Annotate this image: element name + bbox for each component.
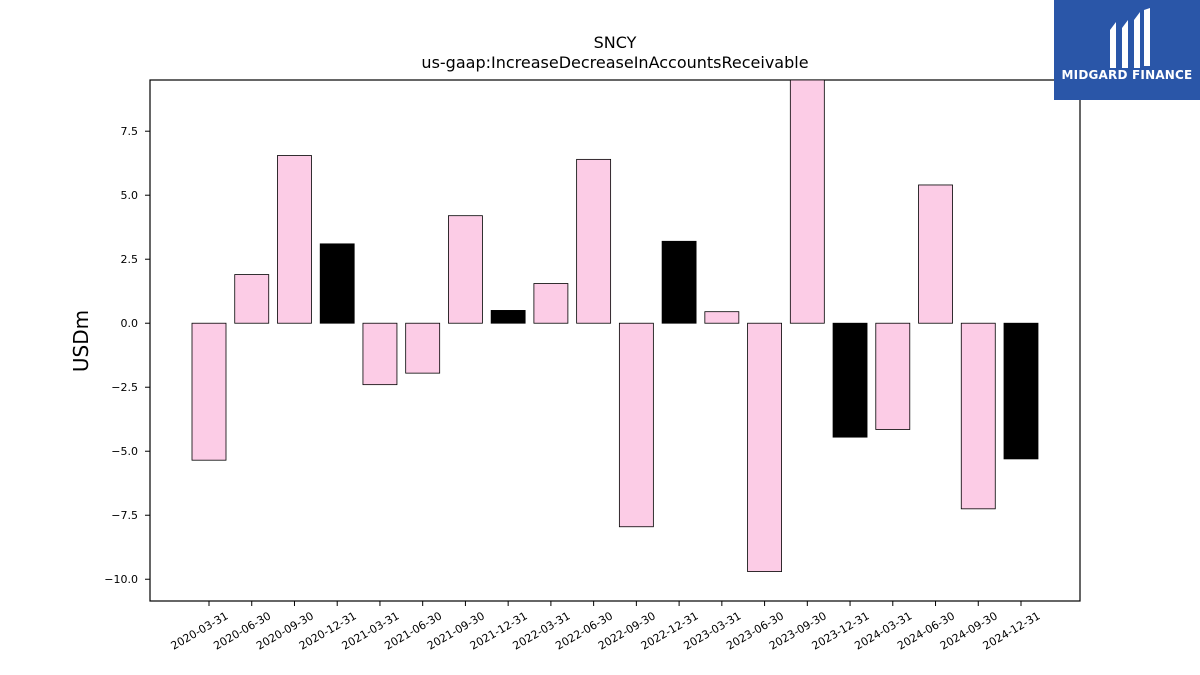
- logo-mark-icon: [1110, 8, 1150, 68]
- bar: [191, 322, 227, 461]
- bar: [319, 243, 355, 324]
- y-axis-label: USDm: [69, 310, 93, 372]
- bar: [576, 158, 612, 324]
- bar: [1003, 322, 1039, 460]
- bar: [875, 322, 911, 430]
- bar: [832, 322, 868, 438]
- chart-subtitle: us-gaap:IncreaseDecreaseInAccountsReceiv…: [421, 53, 808, 72]
- bar: [618, 322, 654, 528]
- y-tick-label: 7.5: [121, 125, 139, 138]
- plot-area: −10.0−7.5−5.0−2.50.02.55.07.52020-03-312…: [104, 79, 1081, 653]
- y-tick-label: 2.5: [121, 253, 139, 266]
- chart-title: SNCY: [594, 33, 637, 52]
- y-tick-label: −5.0: [111, 445, 138, 458]
- bar: [661, 240, 697, 324]
- bar: [277, 155, 312, 324]
- bar: [405, 322, 441, 374]
- bar: [960, 322, 996, 510]
- y-tick-label: −10.0: [104, 573, 138, 586]
- bar: [448, 215, 483, 324]
- brand-logo: MIDGARD FINANCE: [1054, 0, 1200, 100]
- bar: [533, 283, 569, 324]
- bar: [789, 79, 825, 324]
- bar: [918, 184, 953, 324]
- plot-frame: [149, 79, 1081, 602]
- bar: [362, 322, 398, 386]
- bar: [704, 311, 740, 324]
- logo-text: MIDGARD FINANCE: [1061, 68, 1193, 82]
- y-tick-label: 0.0: [121, 317, 139, 330]
- bar: [490, 310, 526, 324]
- bar: [234, 274, 270, 324]
- y-tick-label: −7.5: [111, 509, 138, 522]
- y-tick-label: −2.5: [111, 381, 138, 394]
- bar: [747, 322, 782, 572]
- y-tick-label: 5.0: [121, 189, 139, 202]
